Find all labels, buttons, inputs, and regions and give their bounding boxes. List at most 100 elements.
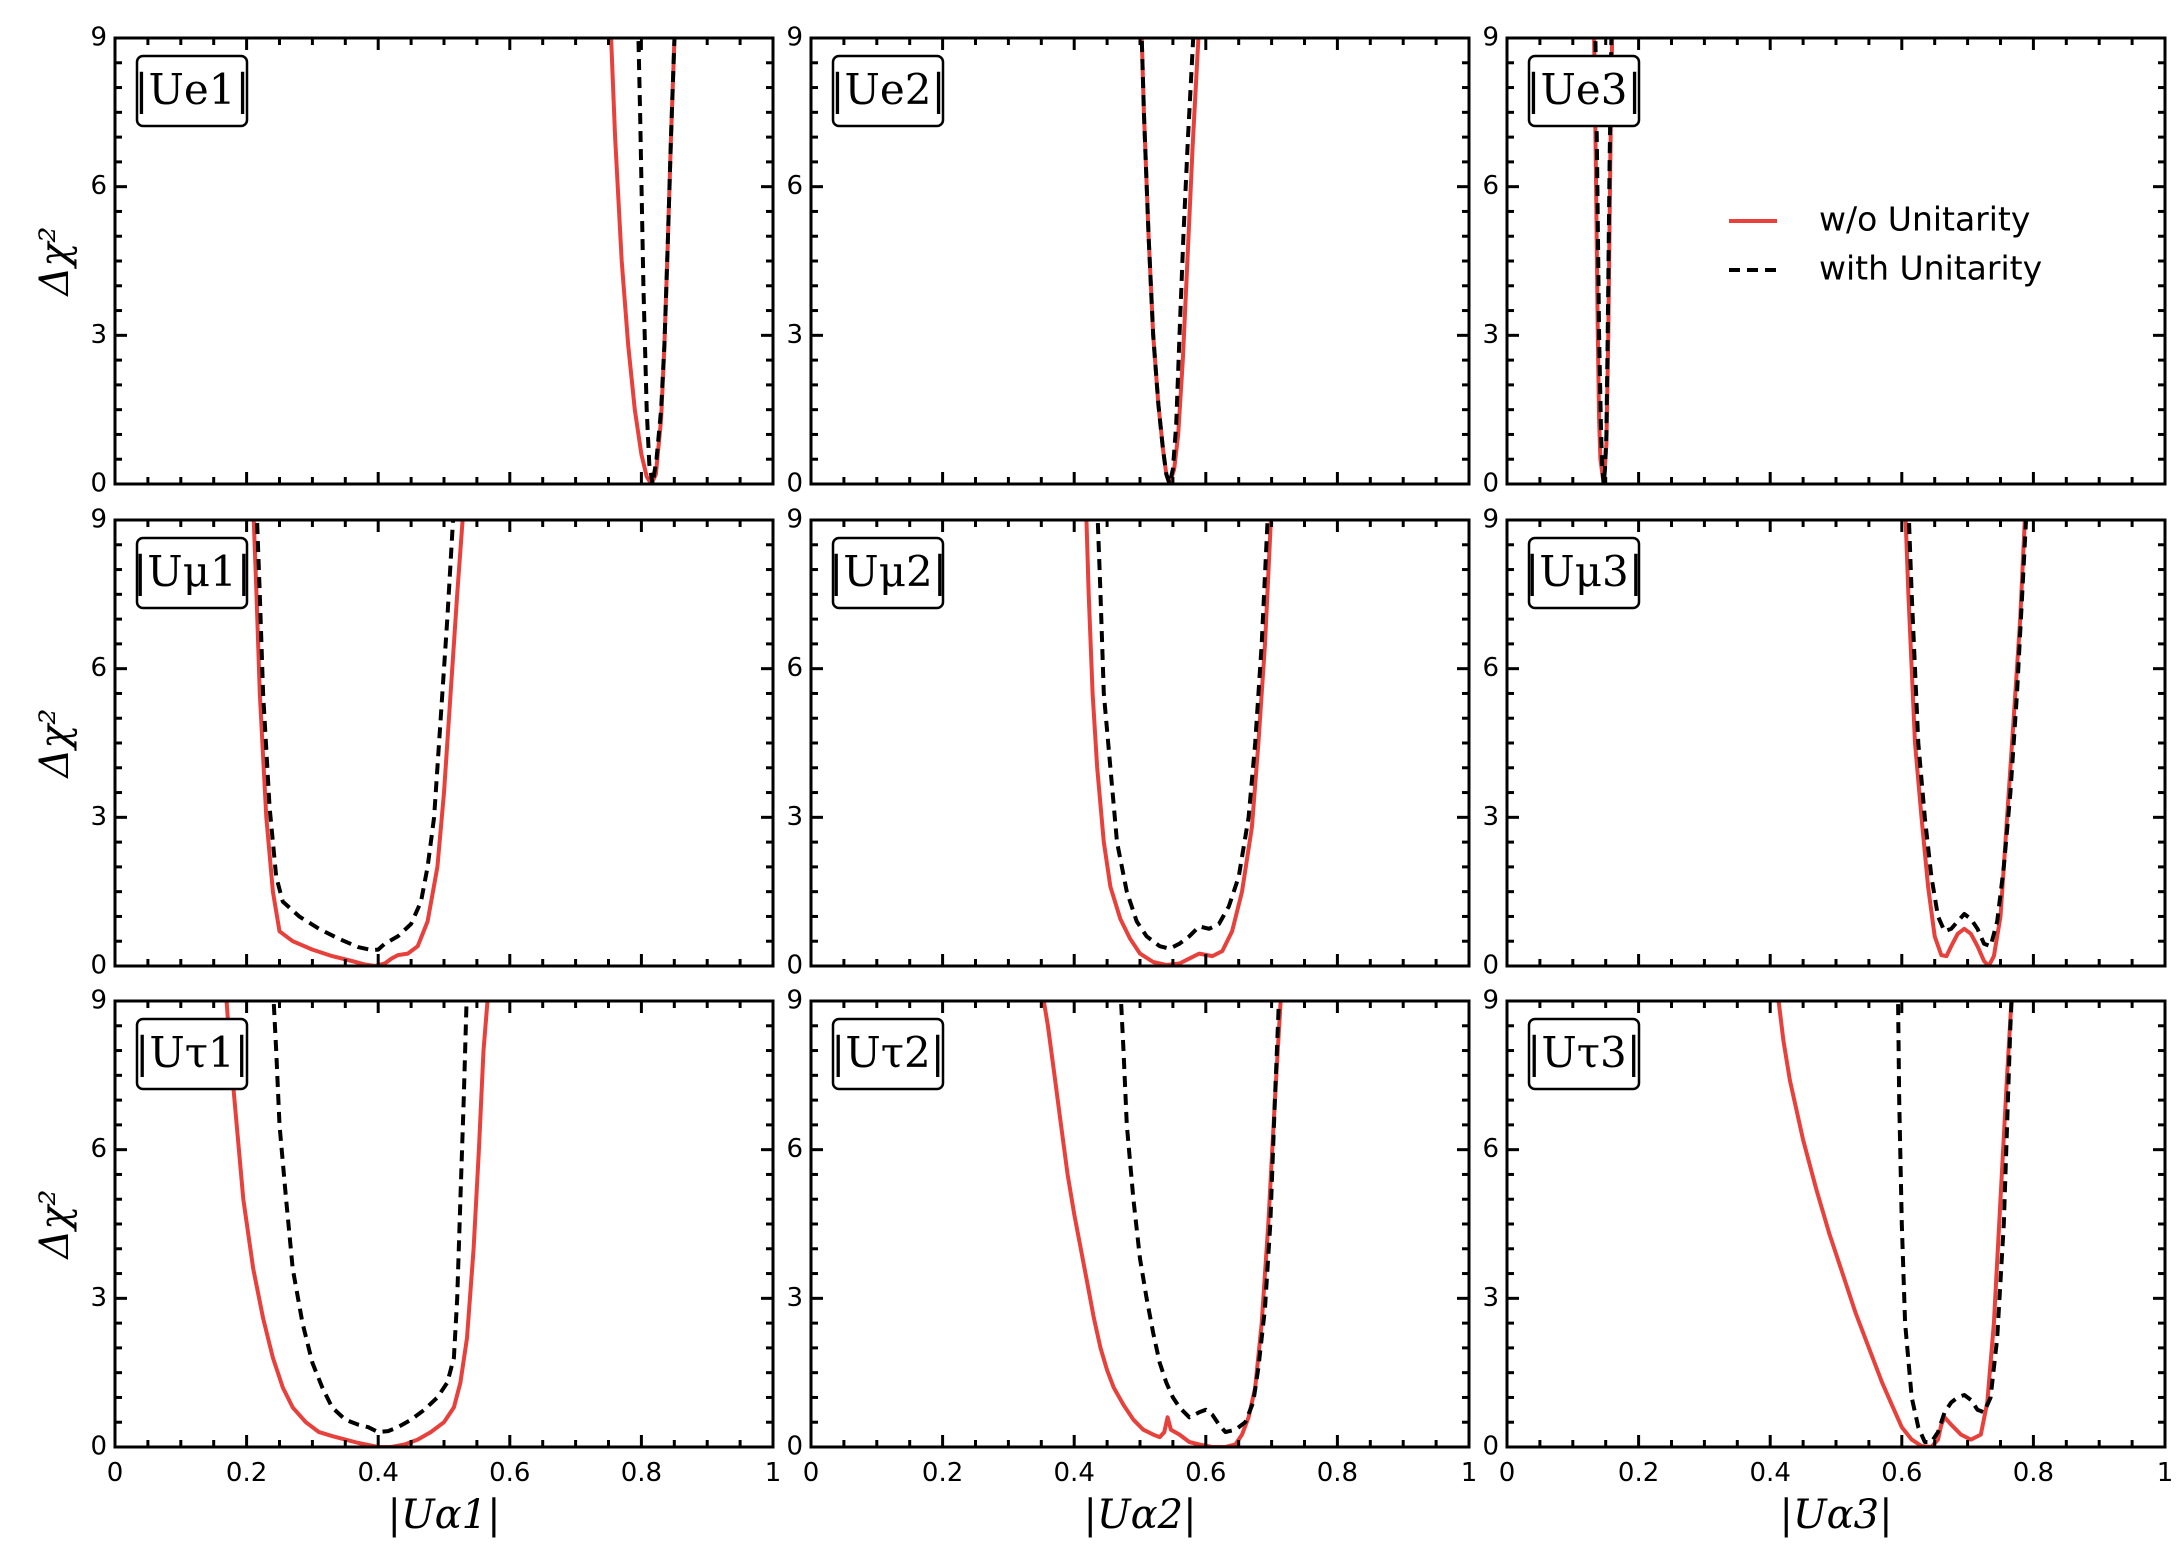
panel-label-text: |Uμ3| [1525, 547, 1643, 596]
series-line-no-unitarity [1084, 520, 1273, 966]
y-tick-label: 0 [786, 1432, 803, 1462]
y-tick-label: 3 [786, 1283, 803, 1313]
series-group [251, 520, 465, 966]
y-tick-label: 0 [90, 1432, 107, 1462]
panel-label-text: |Ue1| [134, 65, 249, 114]
panel-label-box [831, 54, 945, 128]
panel-label-text: |Uτ3| [1527, 1028, 1641, 1077]
panel-label: |Uμ3| [1525, 536, 1643, 610]
x-tick-label: 0.8 [621, 1458, 662, 1488]
legend-label: w/o Unitarity [1819, 200, 2030, 239]
x-tick-label: 0.2 [1618, 1458, 1659, 1488]
y-tick-label: 0 [1482, 951, 1499, 981]
series-line-with-unitarity [255, 520, 456, 953]
series-line-with-unitarity [1593, 38, 1614, 484]
x-tick-label: 0.2 [922, 1458, 963, 1488]
panel-label-box [135, 54, 249, 128]
series-group [1084, 520, 1273, 966]
y-tick-label: 6 [1482, 1134, 1499, 1164]
y-tick-label: 6 [90, 171, 107, 201]
y-tick-label: 6 [1482, 171, 1499, 201]
series-line-with-unitarity [636, 38, 677, 484]
panel: 0 3 6 9 0 0.2 0.4 0.6 0.8 1 |Uτ3| [1482, 986, 2173, 1489]
series-group [1592, 38, 1615, 484]
panel: 0 3 6 9 0 0.2 0.4 0.6 0.8 1 |Uτ1| [90, 986, 781, 1489]
panel: 0 3 6 9 |Ue1| [90, 23, 775, 499]
panel: 0 3 6 9 0 0.2 0.4 0.6 0.8 1 |Uτ2| [786, 986, 1477, 1489]
panel-label-text: |Uμ1| [133, 547, 251, 596]
x-tick-label: 0.6 [1881, 1458, 1922, 1488]
series-line-no-unitarity [1041, 1001, 1283, 1447]
series-line-no-unitarity [1903, 520, 2027, 966]
x-tick-label: 0 [1499, 1458, 1516, 1488]
panel-label-box [1527, 54, 1641, 128]
y-axis-label: Δχ² [32, 226, 78, 297]
y-tick-label: 9 [90, 505, 107, 535]
panel-label: |Uτ2| [831, 1017, 945, 1091]
x-tick-label: 0.2 [226, 1458, 267, 1488]
series-group [1041, 1001, 1283, 1447]
y-tick-label: 3 [90, 320, 107, 350]
series-line-with-unitarity [1139, 38, 1196, 484]
y-axis-label: Δχ² [32, 708, 78, 779]
y-tick-label: 3 [1482, 320, 1499, 350]
series-line-with-unitarity [271, 1001, 469, 1435]
y-tick-label: 3 [786, 802, 803, 832]
x-tick-label: 0 [107, 1458, 124, 1488]
x-tick-label: 0.8 [2013, 1458, 2054, 1488]
panel-label-text: |Ue3| [1526, 65, 1641, 114]
y-tick-label: 6 [90, 653, 107, 683]
y-tick-label: 9 [786, 986, 803, 1016]
y-tick-label: 6 [786, 171, 803, 201]
y-axis-label: Δχ² [32, 1189, 78, 1260]
panel-label-text: |Uτ1| [135, 1028, 249, 1077]
series-group [1776, 1001, 2014, 1447]
panel: 0 3 6 9 |Uμ2| [786, 505, 1471, 981]
x-tick-label: 0 [803, 1458, 820, 1488]
x-tick-label: 0.4 [358, 1458, 399, 1488]
y-tick-label: 9 [786, 505, 803, 535]
panel-label-box [1527, 1017, 1641, 1091]
ticks [809, 36, 1471, 486]
panel-label-box [831, 1017, 945, 1091]
panel-label: |Ue1| [134, 54, 250, 128]
panel-label: |Uμ1| [133, 536, 251, 610]
series-line-no-unitarity [609, 38, 677, 484]
series-group [224, 1001, 490, 1447]
y-tick-label: 9 [1482, 23, 1499, 53]
x-tick-label: 0.4 [1750, 1458, 1791, 1488]
y-tick-label: 3 [786, 320, 803, 350]
panel: 0 3 6 9 |Ue2| [786, 23, 1471, 499]
legend-label: with Unitarity [1819, 249, 2042, 288]
panel-label-box [135, 536, 249, 610]
x-tick-label: 1 [1461, 1458, 1478, 1488]
labels-layer: Δχ² Δχ² Δχ² |Uα1| |Uα2| |Uα3| [32, 226, 1893, 1538]
ticks [1505, 36, 2167, 486]
panel-label-box [135, 1017, 249, 1091]
series-line-with-unitarity [1906, 520, 2029, 949]
legend: w/o Unitarity with Unitarity [1729, 200, 2042, 288]
panels-layer: 0 3 6 9 |Ue1| 0 3 6 9 |Ue2| 0 3 6 9 |Ue3| w/o Unitarity… [90, 23, 2173, 1489]
y-tick-label: 9 [90, 23, 107, 53]
y-tick-label: 0 [90, 951, 107, 981]
panel-label-text: |Ue2| [830, 65, 945, 114]
x-tick-label: 0.8 [1317, 1458, 1358, 1488]
series-line-no-unitarity [224, 1001, 490, 1447]
panel-label: |Uτ1| [135, 1017, 249, 1091]
ticks [809, 999, 1471, 1449]
y-tick-label: 0 [786, 469, 803, 499]
y-tick-label: 9 [1482, 505, 1499, 535]
x-axis-label: |Uα1| [387, 1492, 500, 1538]
x-tick-label: 1 [2157, 1458, 2174, 1488]
y-tick-label: 3 [1482, 1283, 1499, 1313]
y-tick-label: 0 [786, 951, 803, 981]
series-line-no-unitarity [251, 520, 465, 966]
y-tick-label: 9 [786, 23, 803, 53]
ticks [1505, 999, 2167, 1449]
ticks [809, 518, 1471, 968]
y-tick-label: 6 [786, 1134, 803, 1164]
ticks [113, 999, 775, 1449]
y-tick-label: 6 [1482, 653, 1499, 683]
panel: 0 3 6 9 |Uμ3| [1482, 505, 2167, 981]
